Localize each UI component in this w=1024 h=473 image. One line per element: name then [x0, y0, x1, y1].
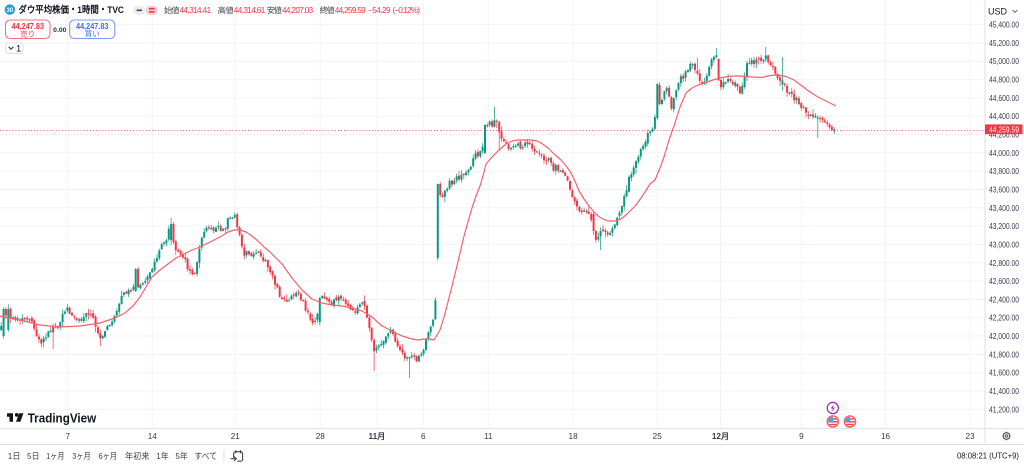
svg-text:7: 7	[66, 432, 71, 441]
svg-text:43,400.00: 43,400.00	[989, 204, 1019, 213]
svg-text:44,247.83: 44,247.83	[12, 22, 45, 31]
svg-text:14: 14	[148, 432, 158, 441]
svg-text:売り: 売り	[20, 29, 35, 38]
svg-text:43,200.00: 43,200.00	[989, 222, 1019, 231]
svg-text:18: 18	[569, 432, 579, 441]
svg-text:45,200.00: 45,200.00	[989, 39, 1019, 48]
svg-text:6ヶ月: 6ヶ月	[99, 451, 118, 461]
svg-text:3ヶ月: 3ヶ月	[72, 451, 91, 461]
svg-text:すべて: すべて	[194, 451, 217, 461]
svg-text:41,200.00: 41,200.00	[989, 405, 1019, 414]
svg-text:44,247.83: 44,247.83	[76, 22, 109, 31]
svg-text:41,400.00: 41,400.00	[989, 387, 1019, 396]
svg-text:42,200.00: 42,200.00	[989, 314, 1019, 323]
svg-text:44,000.00: 44,000.00	[989, 149, 1019, 158]
svg-text:21: 21	[231, 432, 241, 441]
svg-text:30: 30	[6, 8, 13, 14]
svg-text:6: 6	[421, 432, 426, 441]
svg-text:USD: USD	[988, 7, 1008, 17]
svg-text:44,600.00: 44,600.00	[989, 94, 1019, 103]
svg-text:44,800.00: 44,800.00	[989, 76, 1019, 85]
svg-text:45,000.00: 45,000.00	[989, 57, 1019, 66]
svg-text:1日: 1日	[8, 451, 21, 461]
svg-text:44,200.00: 44,200.00	[989, 131, 1019, 140]
svg-text:11: 11	[484, 432, 493, 441]
svg-text:1: 1	[16, 43, 21, 54]
svg-text:44,400.00: 44,400.00	[989, 112, 1019, 121]
svg-text:42,600.00: 42,600.00	[989, 277, 1019, 286]
svg-text:年初来: 年初来	[125, 451, 150, 461]
svg-text:42,400.00: 42,400.00	[989, 295, 1019, 304]
svg-text:42,800.00: 42,800.00	[989, 259, 1019, 268]
svg-text:43,000.00: 43,000.00	[989, 240, 1019, 249]
svg-text:42,000.00: 42,000.00	[989, 332, 1019, 341]
svg-text:ダウ平均株価・1時間・TVC: ダウ平均株価・1時間・TVC	[19, 4, 125, 16]
svg-text:45,400.00: 45,400.00	[989, 21, 1019, 30]
svg-text:1ヶ月: 1ヶ月	[46, 451, 64, 461]
svg-text:1年: 1年	[156, 451, 169, 461]
svg-text:41,600.00: 41,600.00	[989, 369, 1019, 378]
svg-text:12月: 12月	[712, 432, 729, 441]
svg-text:41,800.00: 41,800.00	[989, 350, 1019, 359]
svg-text:TradingView: TradingView	[28, 410, 97, 425]
svg-text:5日: 5日	[27, 451, 40, 461]
svg-text:0.00: 0.00	[53, 27, 66, 34]
svg-text:08:08:21 (UTC+9): 08:08:21 (UTC+9)	[957, 451, 1019, 461]
svg-text:44,259.59: 44,259.59	[989, 126, 1019, 135]
svg-text:25: 25	[653, 432, 663, 441]
svg-text:43,800.00: 43,800.00	[989, 167, 1019, 176]
svg-text:11月: 11月	[368, 432, 385, 441]
svg-text:5年: 5年	[175, 451, 188, 461]
svg-text:9: 9	[799, 432, 804, 441]
svg-text:43,600.00: 43,600.00	[989, 186, 1019, 195]
svg-text:16: 16	[881, 432, 891, 441]
svg-text:23: 23	[966, 432, 976, 441]
svg-text:28: 28	[316, 432, 326, 441]
svg-text:買い: 買い	[85, 29, 100, 38]
